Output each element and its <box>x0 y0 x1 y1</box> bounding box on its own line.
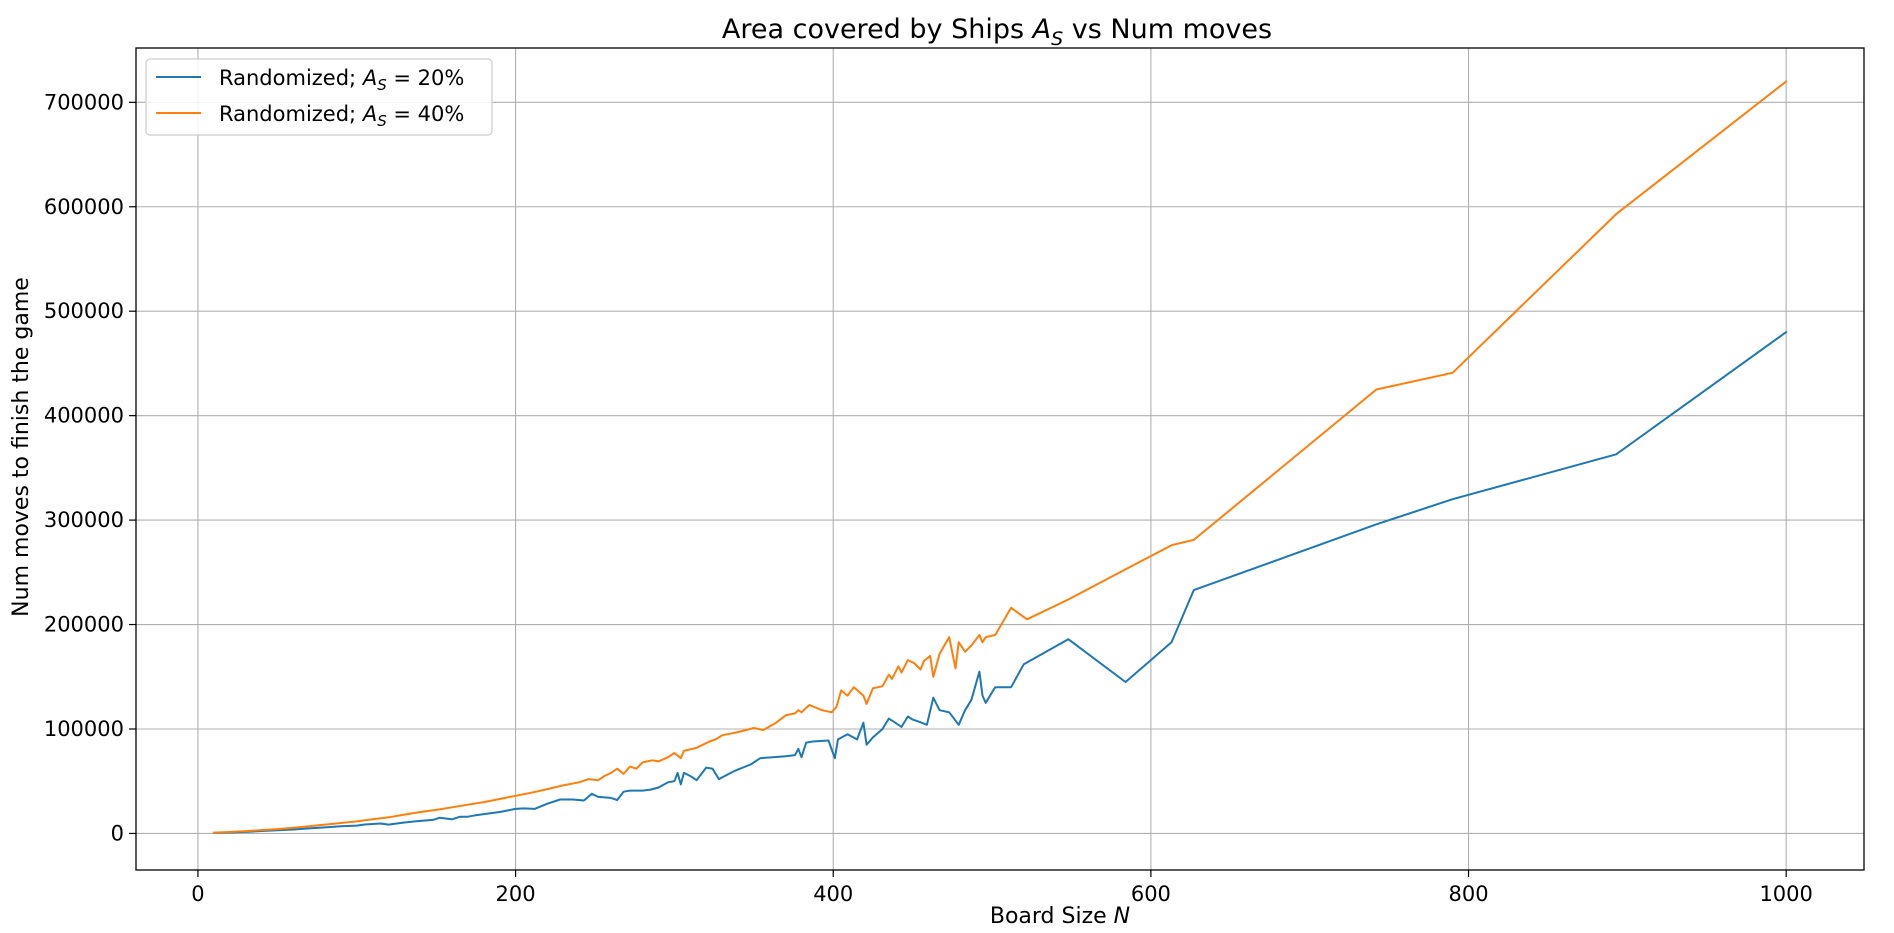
x-axis-ticks: 0 200 400 600 800 1000 <box>191 870 1813 906</box>
y-tick-label: 0 <box>111 821 124 845</box>
x-tick-label: 0 <box>191 882 204 906</box>
y-axis-label: Num moves to finish the game <box>9 277 34 617</box>
legend-label-series-1: Randomized; AS = 20% <box>219 66 464 94</box>
x-tick-label: 600 <box>1131 882 1171 906</box>
x-tick-label: 1000 <box>1759 882 1812 906</box>
series-layer <box>212 80 1788 834</box>
series-line-1 <box>212 331 1788 834</box>
y-tick-label: 100000 <box>44 717 124 741</box>
series-line-2 <box>212 80 1788 834</box>
axes-frame <box>135 47 1865 871</box>
y-axis-ticks: 0 100000 200000 300000 400000 500000 600000 700… <box>44 90 136 845</box>
y-tick-label: 200000 <box>44 613 124 637</box>
legend: Randomized; AS = 20% Randomized; AS = 40… <box>145 58 493 136</box>
y-tick-label: 400000 <box>44 404 124 428</box>
y-tick-label: 300000 <box>44 508 124 532</box>
x-tick-label: 200 <box>496 882 536 906</box>
chart-title: Area covered by Ships AS vs Num moves <box>722 14 1272 50</box>
x-tick-label: 800 <box>1448 882 1488 906</box>
grid <box>136 48 1864 870</box>
y-tick-label: 600000 <box>44 195 124 219</box>
y-tick-label: 700000 <box>44 90 124 114</box>
x-axis-label: Board Size N <box>990 904 1130 929</box>
x-tick-label: 400 <box>813 882 853 906</box>
legend-label-series-2: Randomized; AS = 40% <box>219 102 464 130</box>
legend-box <box>145 58 493 136</box>
y-tick-label: 500000 <box>44 299 124 323</box>
